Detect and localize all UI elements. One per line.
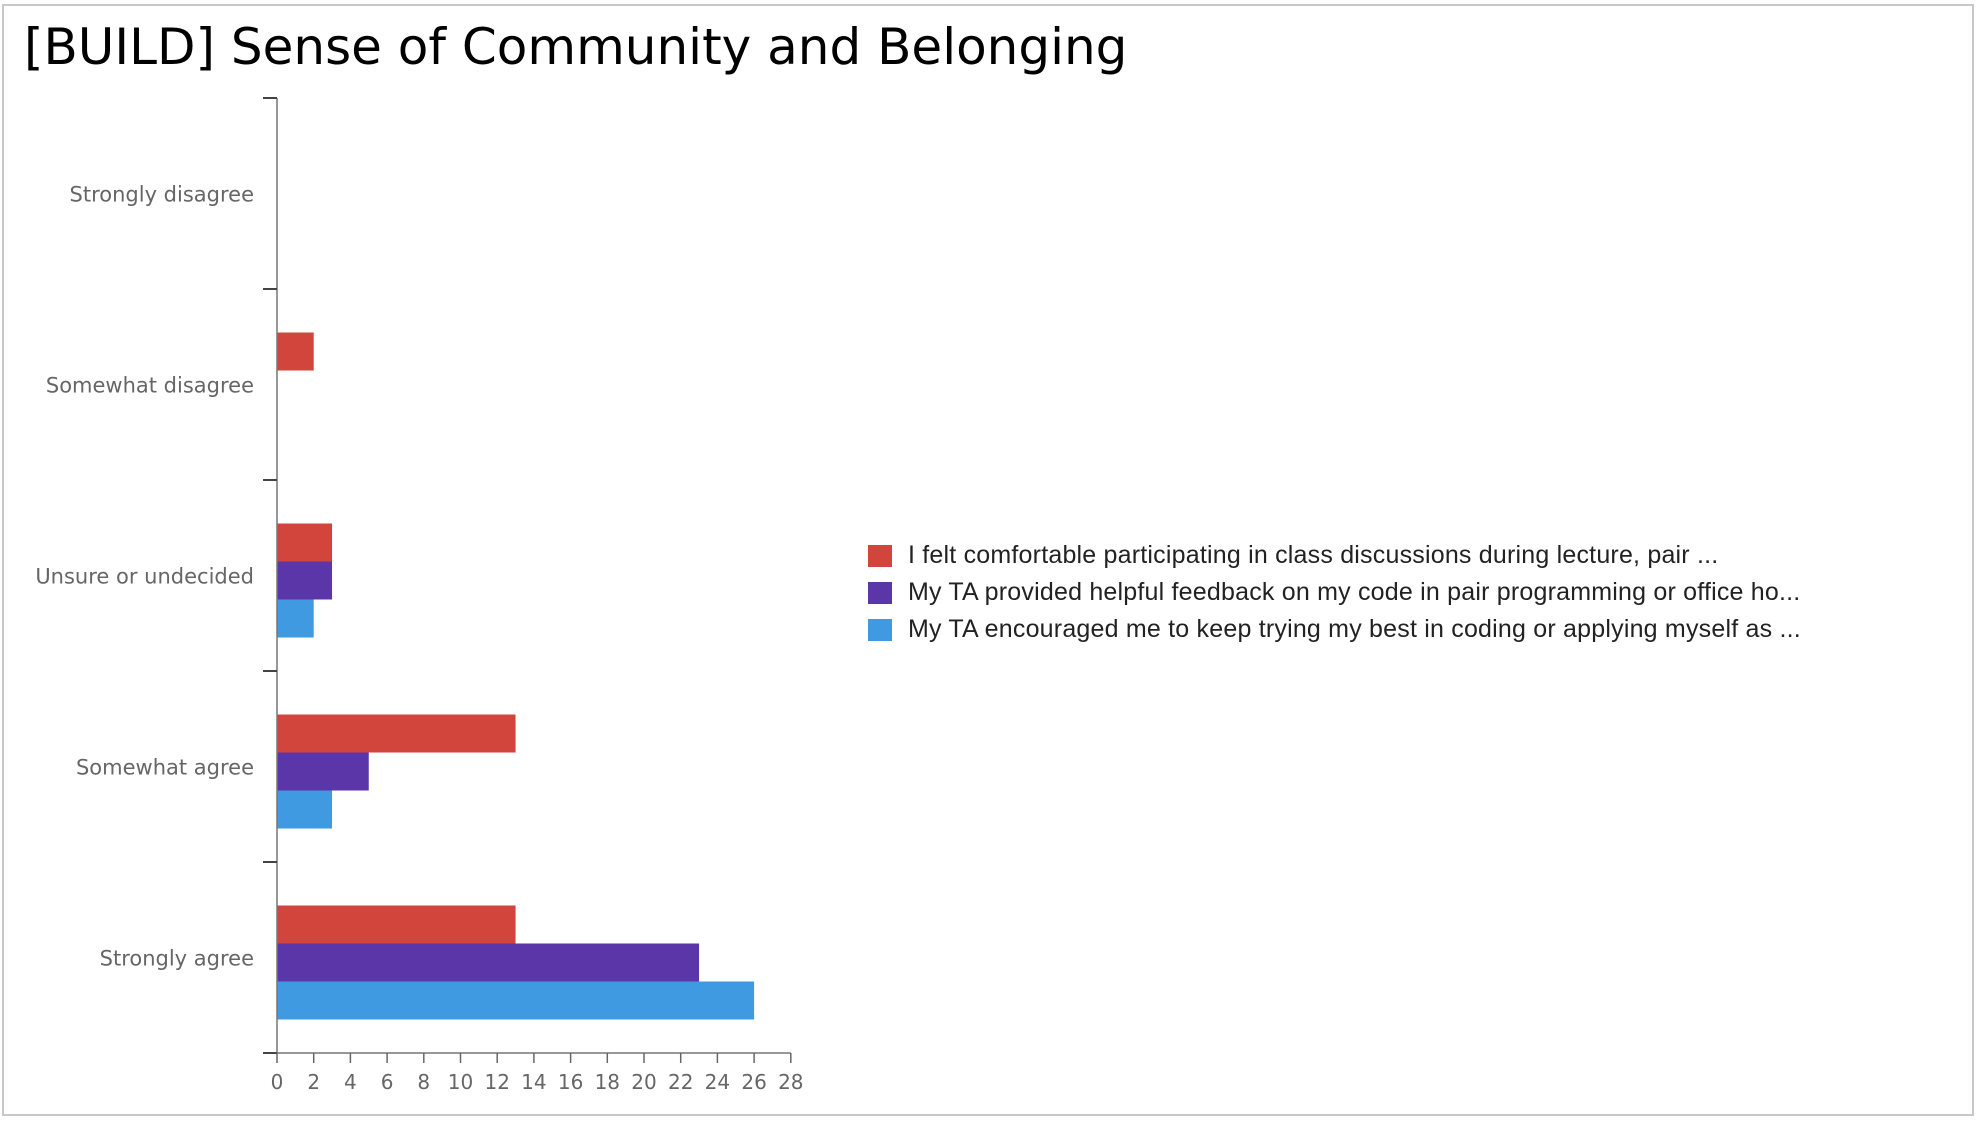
x-tick-label: 8 xyxy=(417,1070,430,1094)
y-tick-label: Unsure or undecided xyxy=(35,565,254,589)
x-axis: 0 2 4 6 8 10 12 14 16 18 20 22 24 26 28 xyxy=(271,1052,804,1094)
bar-5-2 xyxy=(277,943,700,982)
x-tick-label: 10 xyxy=(448,1070,473,1094)
y-tick-label: Somewhat agree xyxy=(76,756,254,780)
y-tick-label: Strongly agree xyxy=(100,947,254,971)
x-tick-label: 4 xyxy=(344,1070,357,1094)
legend: I felt comfortable participating in clas… xyxy=(868,537,1801,648)
legend-swatch xyxy=(868,581,892,604)
x-tick-label: 22 xyxy=(668,1070,693,1094)
legend-swatch xyxy=(868,544,892,567)
x-tick-label: 20 xyxy=(631,1070,656,1094)
legend-swatch xyxy=(868,618,892,641)
x-tick-label: 14 xyxy=(521,1070,546,1094)
bar-4-3 xyxy=(277,790,333,829)
y-tick-label: Strongly disagree xyxy=(70,183,254,207)
x-tick-label: 24 xyxy=(705,1070,730,1094)
y-axis: Strongly disagree Somewhat disagree Unsure… xyxy=(35,97,278,1054)
chart-title: [BUILD] Sense of Community and Belonging xyxy=(24,18,1128,76)
bar-4-1 xyxy=(277,714,516,753)
x-tick-label: 28 xyxy=(778,1070,803,1094)
legend-item: I felt comfortable participating in clas… xyxy=(868,537,1801,574)
bar-4-2 xyxy=(277,752,369,791)
legend-item: My TA provided helpful feedback on my co… xyxy=(868,574,1801,611)
bar-3-1 xyxy=(277,523,333,562)
x-tick-label: 0 xyxy=(271,1070,284,1094)
x-tick-label: 2 xyxy=(307,1070,320,1094)
bar-5-1 xyxy=(277,905,516,944)
bar-2-1 xyxy=(277,332,314,371)
legend-item: My TA encouraged me to keep trying my be… xyxy=(868,611,1801,648)
bar-5-3 xyxy=(277,981,755,1020)
bar-3-2 xyxy=(277,561,333,600)
legend-label: My TA encouraged me to keep trying my be… xyxy=(908,615,1801,643)
bars-group xyxy=(277,332,755,1020)
x-tick-label: 12 xyxy=(484,1070,509,1094)
legend-label: I felt comfortable participating in clas… xyxy=(908,541,1719,569)
x-tick-label: 16 xyxy=(558,1070,583,1094)
x-tick-label: 18 xyxy=(595,1070,620,1094)
x-tick-label: 6 xyxy=(381,1070,394,1094)
bar-3-3 xyxy=(277,599,314,638)
legend-label: My TA provided helpful feedback on my co… xyxy=(908,578,1801,606)
x-tick-label: 26 xyxy=(741,1070,766,1094)
y-tick-label: Somewhat disagree xyxy=(46,374,254,398)
